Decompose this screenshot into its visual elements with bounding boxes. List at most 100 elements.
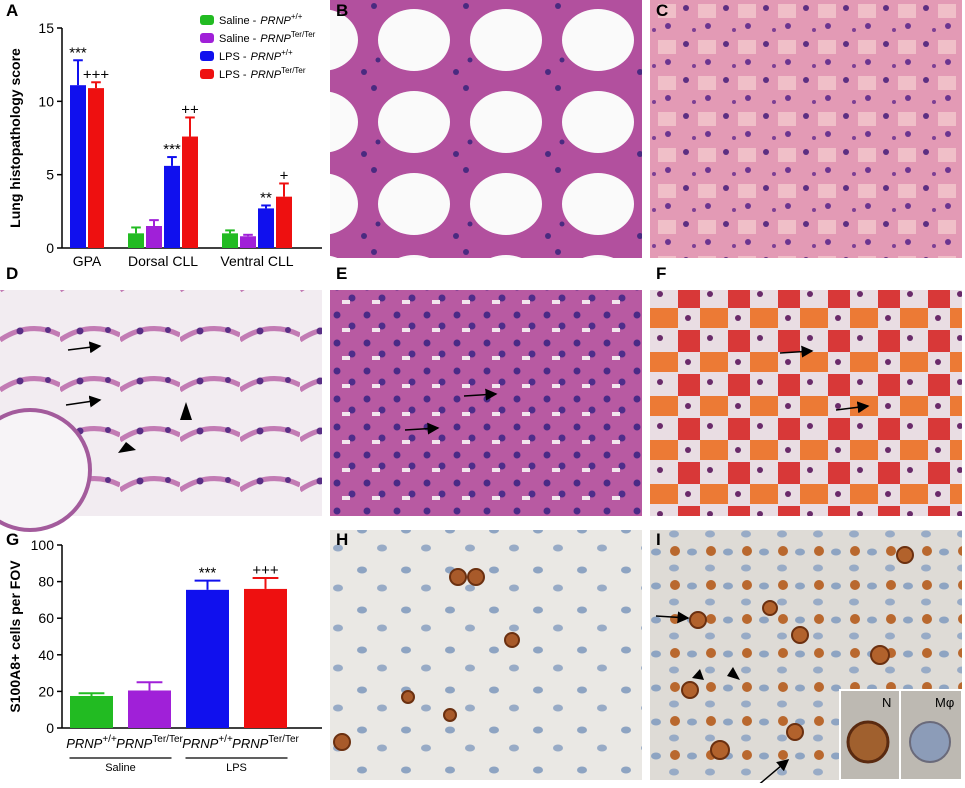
legend-swatch [200, 51, 214, 61]
micrograph [330, 290, 642, 516]
x-tick-label: Ventral CLL [220, 253, 293, 269]
panel-label: D [6, 264, 18, 283]
panel-label: C [656, 1, 668, 20]
bar [128, 690, 171, 728]
panel-label: F [656, 264, 666, 283]
bar [222, 233, 238, 248]
error-bar [167, 156, 177, 166]
bar [244, 588, 287, 728]
error-bar [136, 681, 163, 691]
bar [128, 233, 144, 248]
group-label: Saline [105, 762, 136, 774]
significance: +++ [252, 562, 279, 579]
inset-label: Mφ [935, 695, 954, 710]
bar [182, 136, 198, 248]
error-bar [194, 579, 221, 590]
x-tick-label: PRNPTer/Ter [116, 734, 183, 751]
error-bar [149, 219, 159, 226]
legend-swatch [200, 69, 214, 79]
legend-genotype: Ter/Ter [291, 30, 316, 39]
x-tick-label: PRNP+/+ [66, 734, 117, 751]
gene: PRNP [66, 736, 102, 751]
gene: PRNP [232, 736, 268, 751]
micrograph [330, 530, 642, 780]
significance: +++ [83, 66, 110, 83]
bar [70, 85, 86, 248]
alveolus [0, 408, 92, 532]
genotype: +/+ [102, 734, 117, 745]
error-bar [131, 226, 141, 234]
panel-label: I [656, 530, 661, 549]
genotype: +/+ [218, 734, 233, 745]
bar [240, 236, 256, 248]
x-tick-label: PRNPTer/Ter [232, 734, 299, 751]
inset-cell [846, 720, 890, 764]
y-tick-label: 10 [38, 93, 54, 109]
error-bar [261, 204, 271, 209]
genotype: Ter/Ter [152, 734, 183, 745]
y-tick-label: 5 [46, 167, 54, 183]
micrograph [650, 290, 962, 516]
legend-genotype: Ter/Ter [281, 66, 306, 75]
y-tick-label: 80 [38, 574, 54, 590]
y-tick-label: 100 [31, 537, 55, 553]
legend-name: Saline - [219, 15, 257, 27]
legend-name: Saline - [219, 33, 257, 45]
bar [70, 695, 113, 728]
error-bar [78, 692, 105, 696]
panel-label: H [336, 530, 348, 549]
micrograph [650, 0, 962, 258]
stained-cells [681, 546, 914, 760]
legend-label: Saline - PRNPTer/Ter [219, 30, 316, 45]
bar [88, 88, 104, 248]
y-tick-label: 40 [38, 647, 54, 663]
panel-label: B [336, 1, 348, 20]
significance: ** [260, 189, 272, 206]
error-bar [252, 576, 279, 589]
x-tick-label: Dorsal CLL [128, 253, 198, 269]
significance: ++ [181, 101, 199, 118]
gene: PRNP [116, 736, 152, 751]
y-tick-label: 15 [38, 20, 54, 36]
error-bar [243, 233, 253, 237]
significance: *** [199, 565, 217, 582]
bar [164, 165, 180, 248]
legend-genotype: +/+ [281, 48, 293, 57]
significance: + [280, 167, 289, 184]
legend-label: Saline - PRNP+/+ [219, 12, 303, 27]
legend-gene: PRNP [260, 33, 291, 45]
y-tick-label: 0 [46, 720, 54, 736]
error-bar [185, 116, 195, 137]
legend-gene: PRNP [251, 69, 282, 81]
x-tick-label: GPA [73, 253, 102, 269]
inset-cell [909, 721, 951, 763]
legend-name: LPS - [219, 51, 247, 63]
x-tick-label: PRNP+/+ [182, 734, 233, 751]
gene: PRNP [182, 736, 218, 751]
y-tick-label: 0 [46, 240, 54, 256]
panel-label: G [6, 530, 19, 549]
legend-genotype: +/+ [291, 12, 303, 21]
arrowheads [118, 402, 740, 680]
legend-swatch [200, 15, 214, 25]
error-bar [225, 229, 235, 234]
error-bar [91, 81, 101, 89]
bar [146, 226, 162, 248]
y-tick-label: 20 [38, 683, 54, 699]
stained-cells [333, 568, 520, 751]
legend-name: LPS - [219, 69, 247, 81]
legend-swatch [200, 33, 214, 43]
genotype: Ter/Ter [268, 734, 299, 745]
error-bar [73, 59, 83, 86]
panel-label: E [336, 264, 347, 283]
bar [186, 589, 229, 728]
legend-gene: PRNP [260, 15, 291, 27]
significance: *** [163, 141, 181, 158]
legend-label: LPS - PRNP+/+ [219, 48, 293, 63]
significance: *** [69, 44, 87, 61]
legend-gene: PRNP [251, 51, 282, 63]
error-bar [279, 182, 289, 197]
bar [276, 196, 292, 248]
micrograph [330, 0, 642, 258]
